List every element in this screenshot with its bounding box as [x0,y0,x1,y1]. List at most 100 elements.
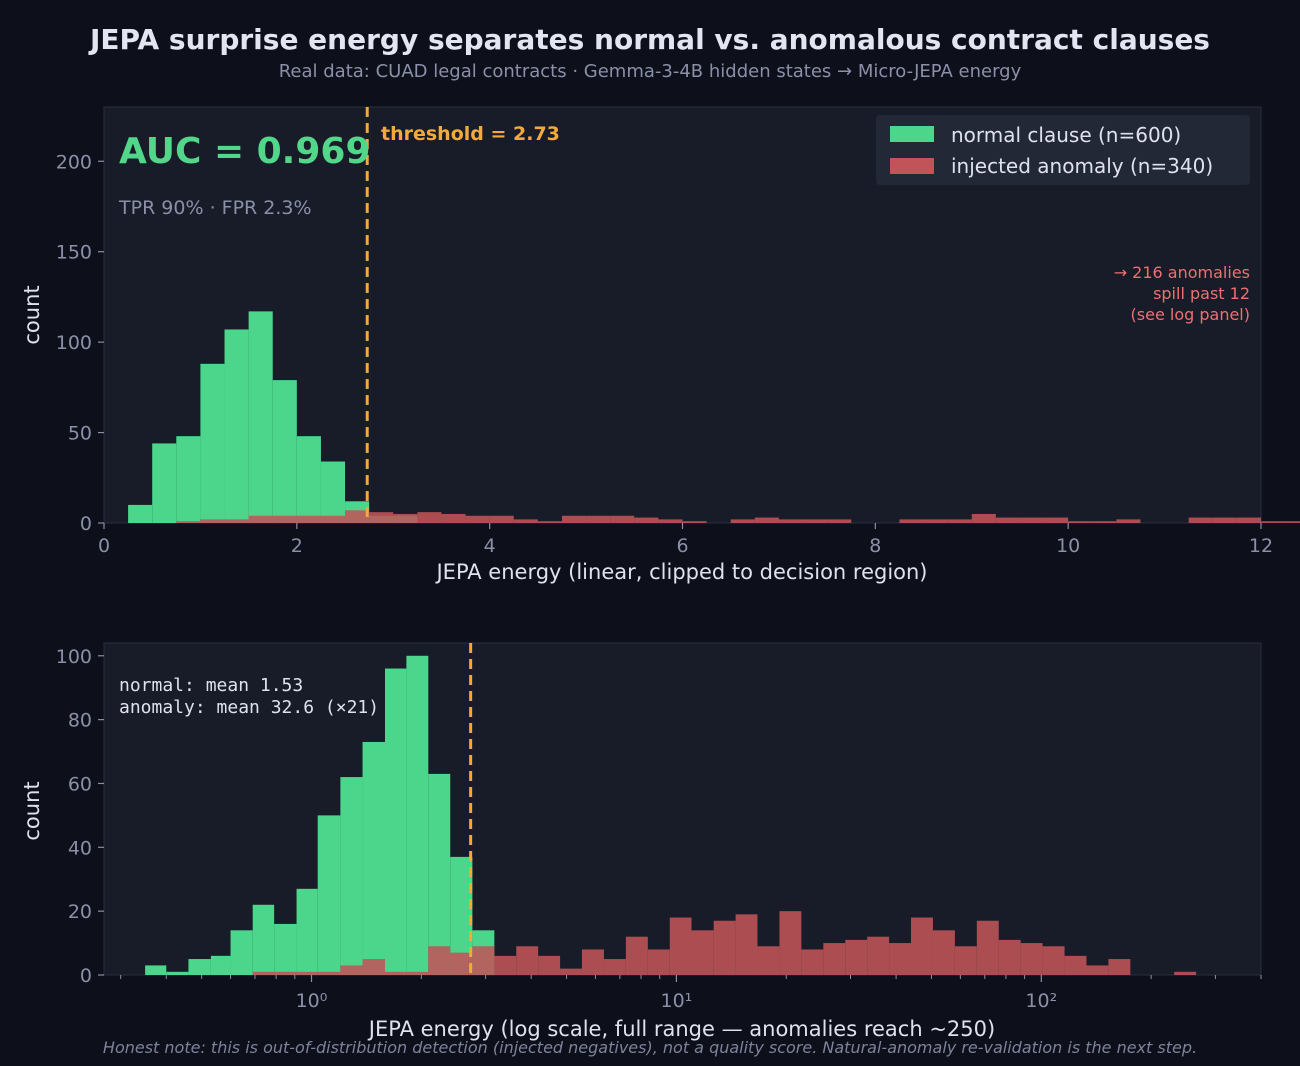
x-tick-label: 10¹ [661,990,693,1012]
normal-bar [248,311,273,523]
normal-bar [166,971,189,975]
anomaly-bar [340,965,363,975]
y-tick-label: 100 [56,332,92,354]
x-tick-label: 6 [676,535,688,557]
anomaly-bar [274,971,297,975]
anomaly-bar [224,519,249,523]
anomaly-bar [272,515,297,523]
linear-axes: 0 2 4 6 8 10 12 0 50 100 150 200 [56,151,1273,557]
y-tick-label: 80 [68,710,92,732]
anomaly-bar [176,521,201,523]
anomaly-bar [954,946,977,975]
anomaly-bar [803,519,828,523]
anomaly-bar [625,936,648,975]
anomaly-bar [669,917,692,975]
anomaly-bar [713,920,736,975]
anomaly-bar [976,920,999,975]
anomaly-bar [1042,946,1065,975]
anomaly-bar [538,955,561,975]
normal-bar [176,436,201,523]
y-tick-label: 0 [80,965,92,987]
linear-histogram-panel: 0 2 4 6 8 10 12 0 50 100 150 200 threshold = 2.73 A… [20,106,1300,584]
normal-bar [384,668,407,975]
anomaly-bar [465,515,490,523]
normal-bar [340,777,363,975]
anomaly-bar [1064,955,1087,975]
anomaly-bar [428,946,451,975]
normal-bar [272,380,297,523]
anomaly-bar [1285,521,1300,523]
anomaly-bar [1261,521,1286,523]
anomaly-bar [610,515,635,523]
anomaly-bar [560,968,582,975]
legend-swatch-normal [890,126,934,142]
footer-note: Honest note: this is out-of-distribution… [103,1038,1197,1057]
anomaly-bar [757,946,780,975]
x-tick-label: 2 [291,535,303,557]
anomaly-bar [1212,517,1237,523]
anomaly-bar [867,936,890,975]
anomaly-bar [317,971,341,975]
anomaly-bar [1019,517,1045,523]
normal-bar [296,888,318,975]
normal-bar [296,436,321,523]
y-tick-label: 40 [68,837,92,859]
x-tick-label: 10² [1025,990,1057,1012]
legend-swatch-anomaly [890,158,934,174]
anomaly-bar [362,959,385,975]
x-tick-label: 10 [1056,535,1080,557]
anomaly-bar [1092,521,1117,523]
anomaly-bar [516,946,539,975]
legend: normal clause (n=600) injected anomaly (… [876,115,1250,185]
anomaly-bar [586,515,611,523]
anomaly-bar [971,513,996,523]
anomaly-bar [923,519,948,523]
spill-note: → 216 anomalies spill past 12 (see log p… [1114,263,1250,324]
normal-bar [224,329,249,523]
log-histogram-bars [145,655,1197,975]
normal-bar [145,965,167,975]
y-tick-label: 50 [68,423,92,445]
legend-label-anomaly: injected anomaly (n=340) [951,154,1213,178]
x-tick-label: 0 [98,535,110,557]
anomaly-bar [345,510,370,523]
normal-bar [128,504,153,523]
anomaly-bar [634,517,659,523]
anomaly-bar [252,971,275,975]
legend-box [876,115,1250,185]
spill-note-line: → 216 anomalies [1114,263,1250,282]
anomaly-bar [801,949,824,975]
anomaly-bar [1108,959,1131,975]
x-tick-label: 12 [1249,535,1273,557]
y-axis-label: count [20,285,44,344]
y-tick-label: 100 [56,646,92,668]
normal-bar [210,955,231,975]
normal-bar [317,815,341,975]
anomaly-bar [1044,517,1069,523]
anomaly-bar [537,521,562,523]
y-axis-label: count [20,781,44,840]
y-tick-label: 150 [56,242,92,264]
anomaly-bar [827,519,852,523]
linear-histogram-bars [128,311,1300,523]
x-tick-label: 10⁰ [296,990,328,1012]
anomaly-bar [406,971,429,975]
anomaly-bar [779,911,802,975]
anomaly-bar [561,515,587,523]
normal-bar [428,773,451,975]
anomaly-bar [995,517,1020,523]
anomaly-bar [384,971,407,975]
anomaly-bar [1068,521,1093,523]
stats-normal: normal: mean 1.53 [119,675,303,696]
anomaly-bar [1174,971,1197,975]
normal-bar [406,655,429,975]
anomaly-bar [296,971,318,975]
anomaly-bar [200,519,225,523]
anomaly-bar [735,914,758,975]
anomaly-bar [845,939,868,975]
chart-subtitle: Real data: CUAD legal contracts · Gemma-… [279,61,1022,82]
spill-note-line: (see log panel) [1131,305,1250,324]
x-tick-label: 4 [484,535,496,557]
anomaly-bar [1116,519,1141,523]
